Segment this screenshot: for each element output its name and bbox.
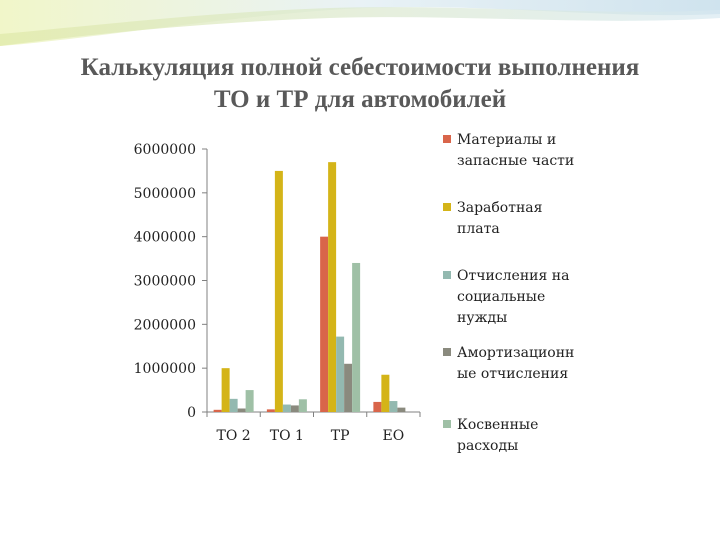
legend-swatch xyxy=(443,420,451,428)
legend-swatch xyxy=(443,203,451,211)
bar xyxy=(344,363,353,412)
legend-label: Отчисления на xyxy=(457,268,570,284)
legend-label: нужды xyxy=(457,310,508,326)
legend-item: Отчисления на социальные нужды xyxy=(440,266,615,329)
legend-label: плата xyxy=(457,221,500,237)
x-tick-label: ТО 2 xyxy=(217,428,251,444)
slide-title: Калькуляция полной себестоимости выполне… xyxy=(20,52,700,116)
legend-label: социальные xyxy=(457,289,546,305)
legend-label: Амортизационн xyxy=(457,345,575,361)
x-tick-label: ЕО xyxy=(383,428,405,444)
bar xyxy=(320,236,329,412)
bar xyxy=(373,401,382,412)
bar xyxy=(397,407,406,412)
legend-label: Материалы и xyxy=(457,132,557,148)
legend-item: Заработная плата xyxy=(440,198,615,240)
y-tick-label: 3000000 xyxy=(134,274,196,290)
legend-label: расходы xyxy=(457,438,519,454)
bar xyxy=(328,162,337,412)
legend-item: Амортизационн ые отчисления xyxy=(440,343,615,385)
bar xyxy=(213,409,222,412)
chart-legend: Материалы и запасные части Заработная плата… xyxy=(440,130,615,457)
legend-swatch xyxy=(443,348,451,356)
bar xyxy=(389,401,398,412)
legend-label: запасные части xyxy=(457,153,575,169)
legend-label: ые отчисления xyxy=(457,366,569,382)
header-swoosh xyxy=(0,0,720,46)
x-tick-label: ТР xyxy=(331,428,350,444)
y-tick-label: 0 xyxy=(187,405,196,421)
bar xyxy=(221,368,230,412)
legend-item: Материалы и запасные части xyxy=(440,130,615,172)
y-tick-label: 2000000 xyxy=(134,317,196,333)
x-tick-label: ТО 1 xyxy=(270,428,304,444)
legend-label: Заработная xyxy=(457,200,543,216)
bar xyxy=(352,262,361,412)
bar xyxy=(237,408,246,412)
slide-title-line2: ТО и ТР для автомобилей xyxy=(213,86,507,113)
bar xyxy=(282,404,291,412)
bar xyxy=(229,398,238,412)
legend-item: Косвенные расходы xyxy=(440,415,615,457)
bar xyxy=(266,409,275,412)
y-tick-label: 5000000 xyxy=(134,186,196,202)
bar xyxy=(274,170,283,412)
legend-label: Косвенные xyxy=(457,417,539,433)
bar xyxy=(298,399,307,412)
bar xyxy=(290,405,299,412)
bar xyxy=(245,390,254,412)
bar xyxy=(381,374,390,412)
legend-swatch xyxy=(443,135,451,143)
y-tick-label: 4000000 xyxy=(134,230,196,246)
y-tick-label: 1000000 xyxy=(134,361,196,377)
legend-swatch xyxy=(443,271,451,279)
y-tick-label: 6000000 xyxy=(134,142,196,158)
header-swoosh-accent xyxy=(0,7,720,47)
slide-title-line1: Калькуляция полной себестоимости выполне… xyxy=(80,54,640,81)
bar xyxy=(336,336,345,412)
